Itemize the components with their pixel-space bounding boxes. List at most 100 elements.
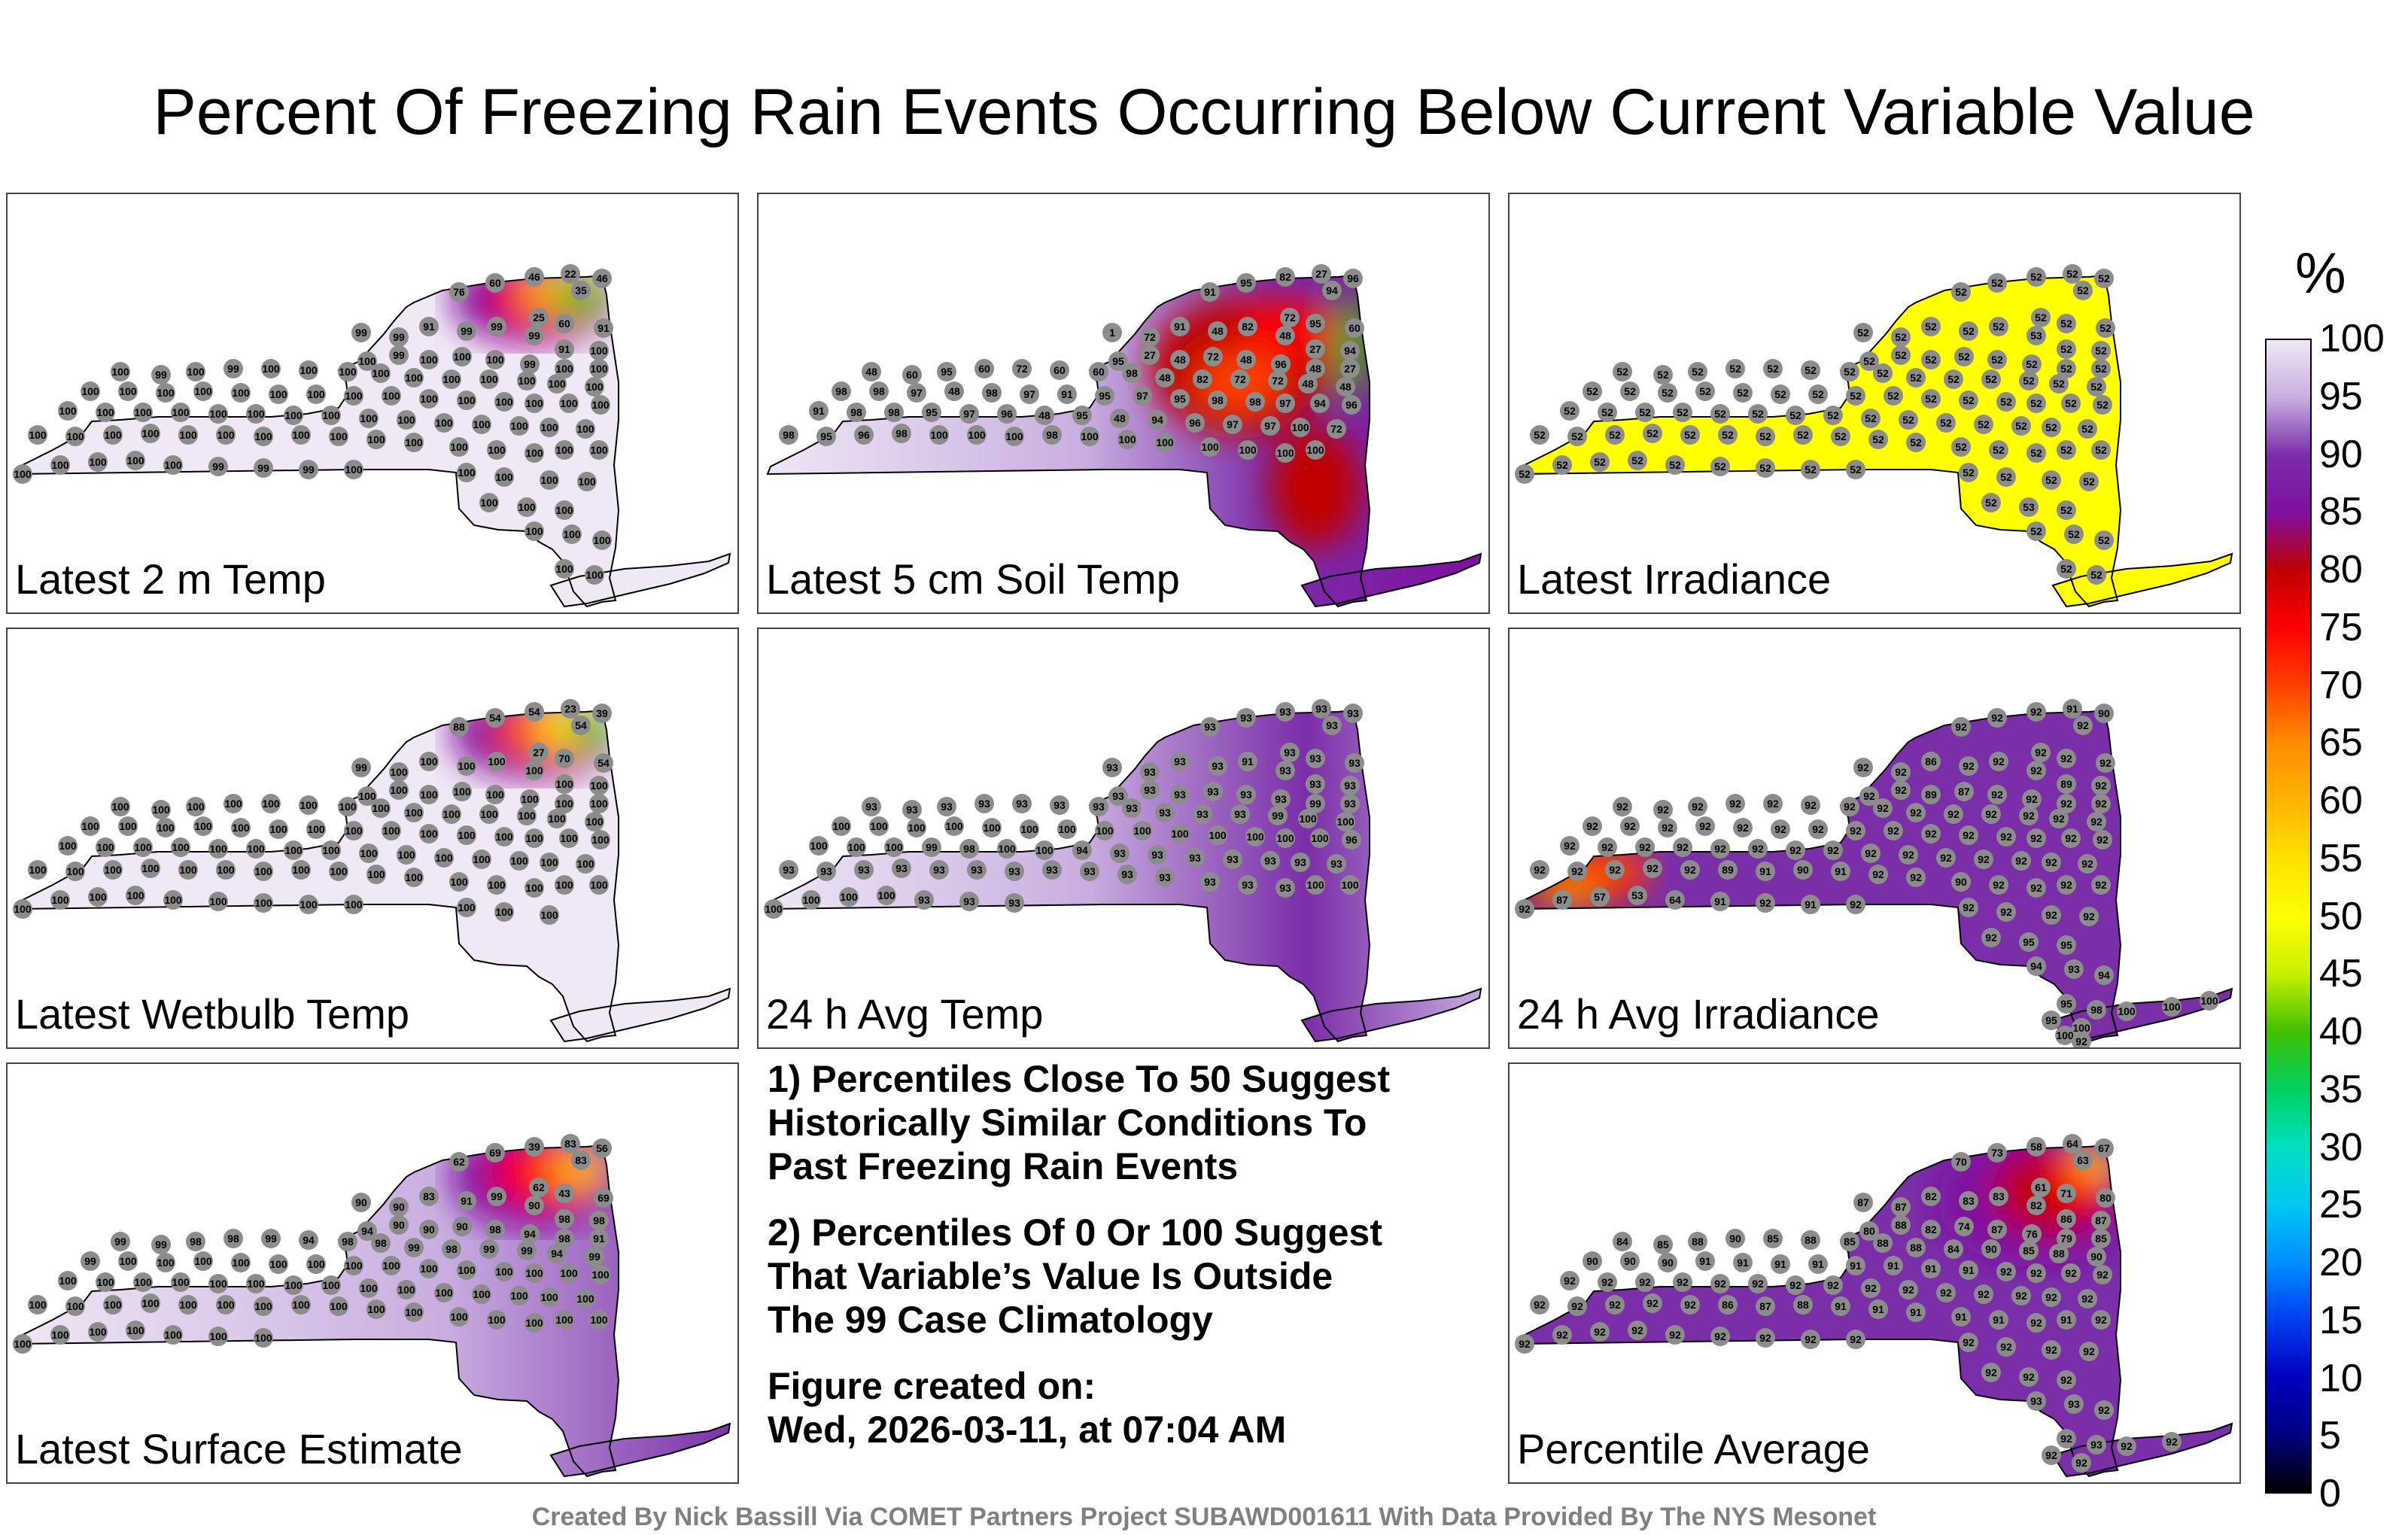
station-value: 100: [885, 841, 903, 853]
station-marker: [1695, 1251, 1715, 1271]
station-marker: [2091, 1211, 2111, 1230]
station-marker: [1530, 860, 1549, 880]
station-marker: [2072, 1453, 2091, 1473]
station-marker: [1140, 345, 1160, 365]
station-value: 60: [1093, 366, 1105, 378]
station-marker: [141, 1293, 160, 1313]
station-value: 92: [1872, 868, 1884, 880]
station-marker: [1899, 1280, 1918, 1299]
station-marker: [1515, 464, 1534, 484]
station-marker: [594, 1188, 613, 1208]
station-marker: [1710, 1327, 1730, 1346]
station-value: 100: [420, 828, 438, 840]
station-value: 90: [1586, 1255, 1598, 1267]
station-value: 92: [2000, 831, 2012, 843]
station-value: 93: [963, 895, 975, 907]
station-value: 46: [528, 271, 540, 283]
station-value: 52: [2060, 318, 2072, 330]
station-marker: [1306, 794, 1325, 813]
station-marker: [479, 804, 499, 824]
station-value: 100: [397, 414, 415, 426]
station-marker: [485, 1143, 505, 1163]
station-value: 100: [14, 1338, 32, 1350]
station-marker: [592, 1138, 612, 1158]
station-value: 90: [528, 1199, 540, 1211]
station-value: 27: [1315, 268, 1327, 280]
station-value: 100: [119, 1255, 137, 1267]
station-value: 100: [473, 853, 491, 865]
station-value: 100: [525, 764, 543, 777]
station-value: 82: [1242, 321, 1254, 333]
station-value: 100: [345, 898, 363, 910]
station-marker: [1200, 282, 1220, 302]
station-value: 52: [1887, 390, 1899, 402]
station-marker: [1280, 743, 1300, 762]
station-marker: [299, 895, 318, 914]
station-value: 92: [2083, 910, 2095, 923]
station-value: 100: [563, 528, 581, 540]
station-value: 52: [2098, 534, 2110, 546]
station-marker: [371, 363, 391, 383]
station-marker: [452, 1217, 472, 1236]
station-marker: [299, 1230, 318, 1250]
station-marker: [1336, 812, 1355, 831]
station-marker: [1193, 804, 1212, 824]
station-value: 100: [284, 844, 303, 856]
station-marker: [571, 1150, 591, 1170]
station-value: 52: [1601, 406, 1613, 418]
station-marker: [1989, 440, 2008, 460]
station-value: 48: [1114, 412, 1126, 424]
station-marker: [1718, 860, 1738, 880]
station-value: 100: [420, 393, 438, 405]
station-value: 93: [971, 864, 983, 876]
station-marker: [1208, 756, 1227, 776]
station-marker: [2026, 1263, 2046, 1283]
station-marker: [359, 409, 379, 428]
station-value: 92: [1850, 825, 1862, 837]
station-marker: [1846, 895, 1865, 914]
station-marker: [434, 848, 454, 868]
station-marker: [1628, 886, 1647, 905]
station-value: 92: [2096, 1269, 2109, 1281]
station-value: 100: [983, 822, 1001, 834]
station-marker: [547, 374, 567, 394]
station-marker: [1089, 362, 1108, 381]
station-value: 92: [1571, 865, 1583, 877]
station-marker: [111, 797, 130, 816]
station-marker: [357, 351, 377, 371]
station-value: 91: [1955, 1311, 1967, 1323]
station-value: 100: [284, 1279, 303, 1291]
colorbar-tick-label: 100: [2319, 317, 2385, 360]
station-marker: [1343, 704, 1363, 723]
station-marker: [404, 1238, 424, 1257]
station-marker: [589, 440, 609, 460]
station-marker: [1987, 273, 2007, 293]
station-marker: [816, 862, 836, 881]
station-marker: [2061, 828, 2081, 848]
station-marker: [1012, 794, 1032, 813]
station-marker: [524, 761, 544, 780]
station-value: 60: [978, 363, 990, 375]
station-marker: [967, 860, 987, 880]
station-value: 96: [1001, 408, 1013, 420]
station-value: 52: [1657, 369, 1669, 381]
station-value: 100: [1005, 430, 1023, 442]
station-marker: [1944, 1239, 1963, 1259]
station-value: 100: [450, 441, 468, 453]
station-value: 52: [1895, 349, 1907, 361]
station-marker: [1725, 794, 1745, 813]
station-marker: [1108, 786, 1128, 806]
station-value: 52: [1877, 367, 1889, 379]
station-value: 92: [2096, 834, 2109, 846]
station-marker: [1756, 862, 1775, 881]
station-marker: [2026, 1137, 2046, 1157]
station-value: 87: [2095, 1214, 2107, 1226]
station-marker: [884, 837, 904, 857]
station-marker: [1763, 359, 1783, 378]
station-value: 82: [1279, 271, 1291, 283]
station-marker: [382, 821, 401, 840]
station-marker: [2019, 371, 2039, 391]
station-marker: [1275, 761, 1295, 780]
station-marker: [809, 401, 829, 421]
station-marker: [862, 797, 881, 816]
